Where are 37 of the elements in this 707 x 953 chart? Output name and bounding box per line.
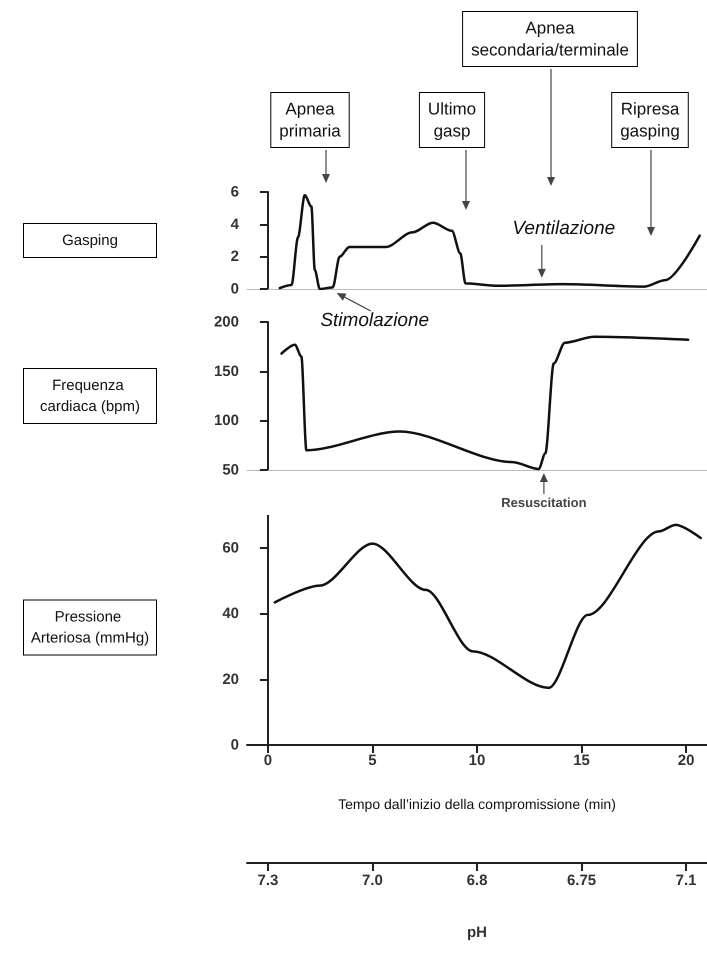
text: 7.1 [676, 872, 697, 889]
text: 6.8 [466, 872, 488, 889]
text: 7.3 [257, 872, 278, 889]
text: 6.75 [566, 872, 596, 889]
y-tick-label: 2 [230, 248, 239, 266]
text: Ultimo gasp [428, 100, 476, 140]
y-tick-label: 100 [214, 412, 239, 430]
y-axis-title: Pressione Arteriosa (mmHg) [30, 608, 150, 646]
y-tick-label: 60 [222, 539, 239, 556]
annotation: Resuscitation [501, 495, 587, 510]
x-tick-label: 20 [678, 752, 694, 769]
y-tick-label: 6 [230, 184, 239, 200]
y-tick-label: 200 [214, 314, 239, 330]
y-tick-label: 0 [230, 736, 239, 754]
x-tick-label: 15 [573, 752, 590, 769]
y-tick-label: 4 [230, 216, 240, 233]
line-series [278, 194, 701, 290]
y-tick-label: 20 [222, 670, 239, 688]
y-tick-label: 150 [214, 362, 239, 380]
y-tick-label: 50 [222, 462, 239, 478]
line-series [280, 336, 690, 470]
x-axis-title: Tempo dall’inizio della compromissione (min) [338, 796, 616, 812]
text: 7.0 [362, 872, 383, 889]
y-axis-title: Gasping [62, 232, 118, 249]
text: Ripresa gasping [620, 100, 680, 140]
x-tick-label: 0 [264, 752, 272, 769]
text: Apnea primaria [279, 100, 342, 140]
annotation: Ventilazione [512, 218, 616, 239]
y-tick-label: 0 [230, 280, 239, 298]
y-axis-title: Frequenza cardiaca (bpm) [40, 377, 140, 415]
x-tick-label: 10 [468, 752, 486, 769]
text: Apnea secondaria/terminale [471, 18, 629, 60]
y-tick-label: 40 [222, 605, 239, 622]
line-series [274, 524, 702, 690]
x-tick-label: 5 [368, 752, 377, 769]
x2-axis-title: pH [467, 924, 487, 941]
annotation: Stimolazione [320, 310, 430, 331]
